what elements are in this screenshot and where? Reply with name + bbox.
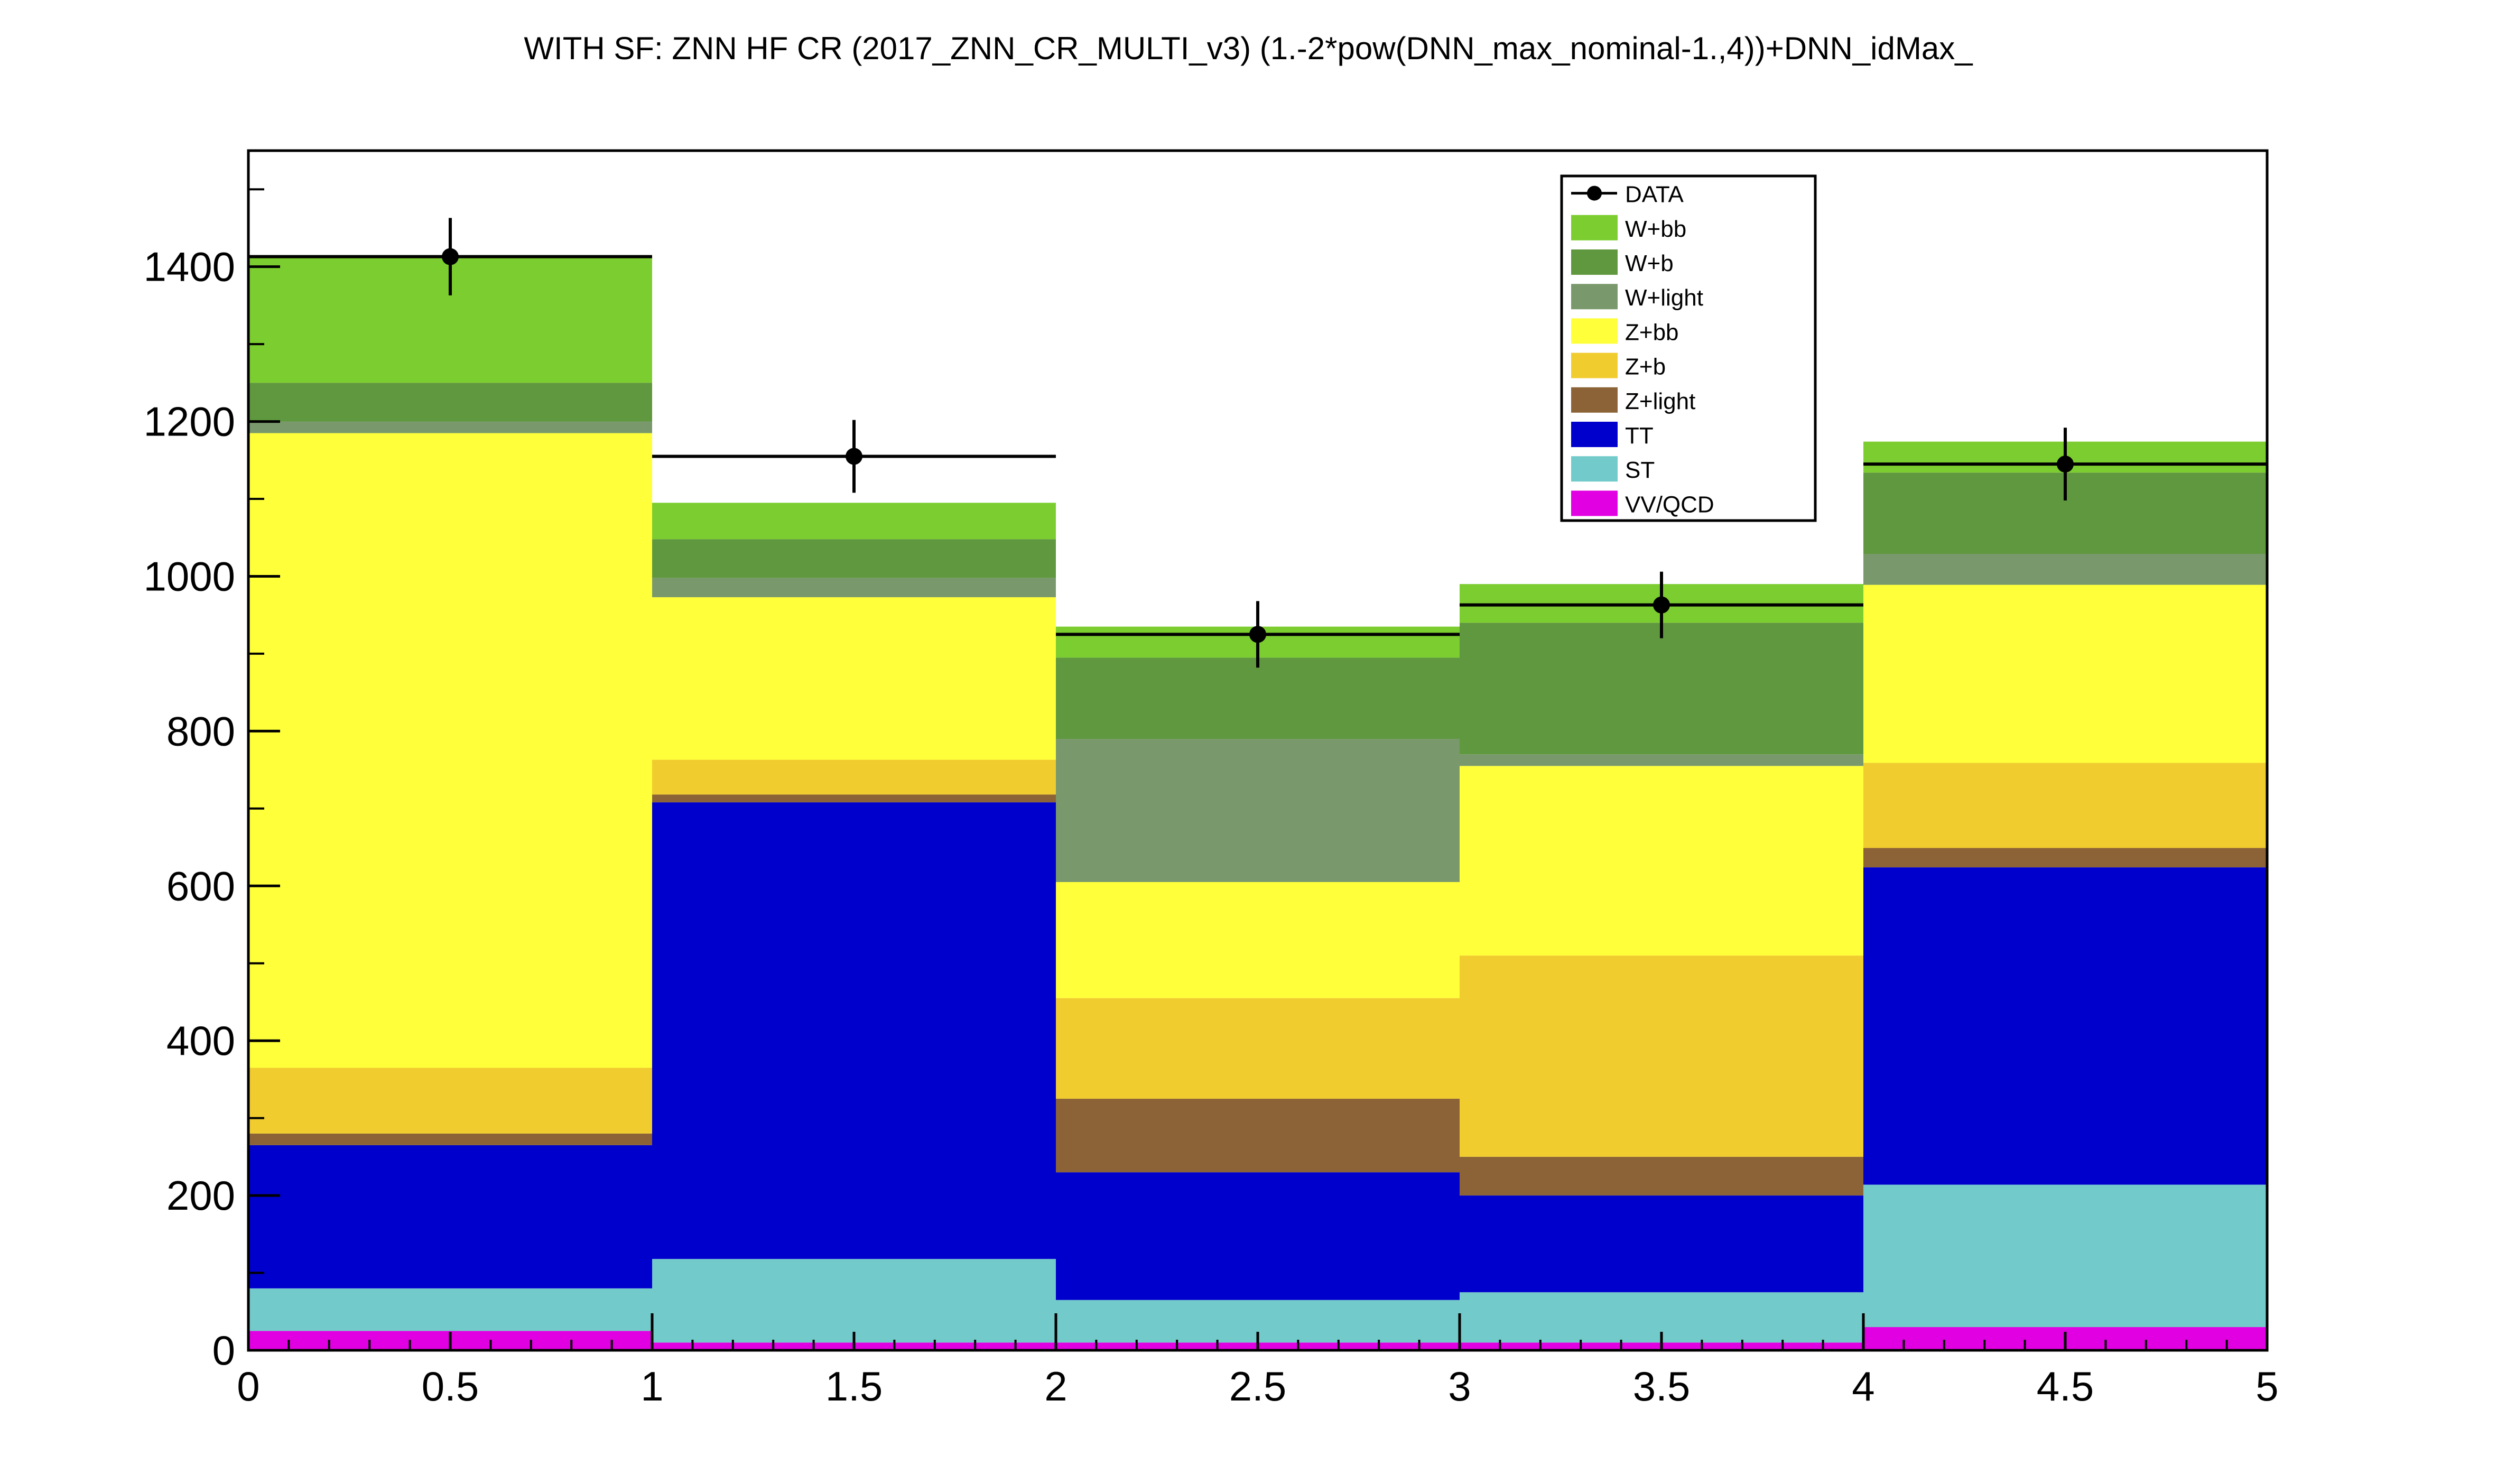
x-axis: 0 0.5 1 1.5 2 2.5 3 3.5 4 4.5 5 [237, 1313, 2279, 1409]
data-marker [1249, 626, 1266, 643]
bar-tt-bin-2 [652, 802, 1056, 1259]
legend-entry-data: DATA [1571, 182, 1684, 208]
legend-entry-w-b: W+b [1571, 249, 1674, 276]
y-tick-label: 600 [166, 862, 235, 909]
bar-z-light-bin-4 [1460, 1156, 1863, 1196]
data-point-3 [1056, 601, 1460, 668]
bar-tt-bin-3 [1056, 1172, 1460, 1300]
bar-w-bb-bin-2 [652, 503, 1056, 540]
legend-label: ST [1625, 457, 1655, 483]
bar-tt-bin-1 [248, 1145, 652, 1288]
x-tick-label: 0 [237, 1363, 259, 1409]
x-tick-label: 2.5 [1229, 1363, 1286, 1409]
x-tick-label: 2 [1044, 1363, 1067, 1409]
bar-z-bb-bin-5 [1863, 585, 2267, 763]
bar-z-b-bin-4 [1460, 956, 1863, 1157]
legend-label: Z+bb [1625, 319, 1679, 345]
legend-entry-w-bb: W+bb [1571, 215, 1686, 242]
stacked-bars [248, 255, 2267, 1350]
x-tick-label: 4.5 [2037, 1363, 2094, 1409]
legend-entry-z-b: Z+b [1571, 353, 1666, 380]
bar-w-b-bin-1 [248, 383, 652, 422]
bar-z-bb-bin-1 [248, 433, 652, 1068]
bar-z-light-bin-2 [652, 794, 1056, 803]
legend-swatch [1571, 490, 1618, 516]
legend-label: TT [1625, 423, 1654, 449]
legend-swatch [1571, 422, 1618, 447]
legend-entry-w-light: W+light [1571, 284, 1703, 311]
data-marker [2057, 456, 2074, 473]
legend-swatch [1571, 387, 1618, 413]
y-tick-label: 0 [212, 1327, 235, 1374]
x-tick-label: 0.5 [422, 1363, 479, 1409]
legend-entry-z-bb: Z+bb [1571, 318, 1679, 345]
legend-swatch [1571, 249, 1618, 275]
legend-data-marker [1587, 186, 1602, 201]
x-tick-label: 1 [641, 1363, 663, 1409]
bar-tt-bin-4 [1460, 1195, 1863, 1293]
x-tick-label: 3 [1448, 1363, 1471, 1409]
data-point-5 [1863, 428, 2267, 500]
legend-label: W+bb [1625, 216, 1686, 242]
legend: DATA W+bb W+b W+light Z+bb Z+b Z+light TT ST VV/Q… [1560, 174, 1817, 522]
x-tick-label: 4 [1852, 1363, 1874, 1409]
chart-title: WITH SF: ZNN HF CR (2017_ZNN_CR_MULTI_v3… [524, 31, 1973, 66]
data-points [248, 218, 2267, 668]
bar-w-light-bin-4 [1460, 754, 1863, 766]
legend-swatch [1571, 215, 1618, 240]
y-tick-label: 800 [166, 708, 235, 754]
bar-st-bin-2 [652, 1259, 1056, 1343]
bar-tt-bin-5 [1863, 867, 2267, 1185]
y-tick-label: 1400 [143, 244, 235, 290]
bar-z-b-bin-5 [1863, 763, 2267, 848]
legend-swatch [1571, 284, 1618, 310]
bar-w-b-bin-3 [1056, 657, 1460, 739]
legend-label: DATA [1625, 182, 1684, 208]
y-tick-label: 400 [166, 1017, 235, 1064]
data-point-4 [1460, 571, 1863, 638]
bar-w-b-bin-2 [652, 539, 1056, 578]
bar-z-bb-bin-2 [652, 597, 1056, 760]
y-tick-label: 200 [166, 1172, 235, 1219]
legend-label: W+b [1625, 251, 1674, 276]
bar-w-b-bin-4 [1460, 623, 1863, 755]
data-point-2 [652, 420, 1056, 493]
y-tick-label: 1200 [143, 398, 235, 445]
y-axis: 0 200 400 600 800 1000 1200 1400 [143, 188, 280, 1374]
legend-label: Z+b [1625, 354, 1666, 380]
legend-entry-st: ST [1571, 456, 1655, 483]
bar-z-b-bin-2 [652, 759, 1056, 795]
y-tick-label: 1000 [143, 553, 235, 599]
bar-w-light-bin-1 [248, 421, 652, 433]
legend-entry-vv-qcd: VV/QCD [1571, 490, 1714, 517]
legend-swatch [1571, 353, 1618, 378]
legend-label: VV/QCD [1625, 491, 1714, 517]
bar-z-bb-bin-3 [1056, 882, 1460, 998]
bar-w-light-bin-3 [1056, 739, 1460, 882]
legend-swatch [1571, 318, 1618, 344]
bar-z-bb-bin-4 [1460, 766, 1863, 956]
data-point-1 [248, 218, 652, 295]
data-marker [1653, 596, 1670, 614]
bar-w-light-bin-2 [652, 578, 1056, 598]
bar-z-b-bin-1 [248, 1068, 652, 1134]
bar-z-b-bin-3 [1056, 998, 1460, 1099]
data-marker [442, 248, 459, 265]
bar-st-bin-1 [248, 1288, 652, 1331]
x-tick-label: 1.5 [825, 1363, 883, 1409]
bar-z-light-bin-5 [1863, 848, 2267, 868]
bar-st-bin-5 [1863, 1184, 2267, 1328]
legend-entry-tt: TT [1571, 422, 1654, 449]
legend-swatch [1571, 456, 1618, 482]
x-tick-label: 5 [2255, 1363, 2278, 1409]
legend-label: W+light [1625, 285, 1703, 311]
bar-w-light-bin-5 [1863, 554, 2267, 585]
data-marker [846, 448, 862, 465]
legend-entry-z-light: Z+light [1571, 387, 1695, 414]
bar-z-light-bin-3 [1056, 1099, 1460, 1173]
x-tick-label: 3.5 [1633, 1363, 1690, 1409]
bar-z-light-bin-1 [248, 1133, 652, 1145]
legend-label: Z+light [1625, 388, 1695, 414]
